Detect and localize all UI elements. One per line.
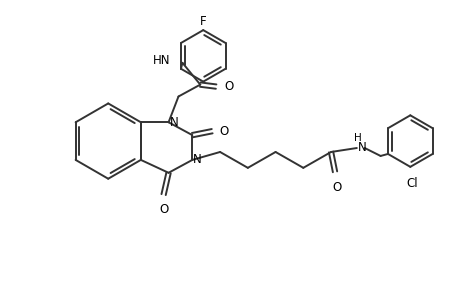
Text: O: O: [159, 202, 168, 215]
Text: O: O: [332, 181, 341, 194]
Text: O: O: [224, 80, 233, 93]
Text: O: O: [218, 125, 228, 138]
Text: N: N: [193, 153, 202, 167]
Text: F: F: [200, 15, 206, 28]
Text: N: N: [169, 116, 178, 129]
Text: Cl: Cl: [406, 177, 417, 190]
Text: HN: HN: [153, 54, 170, 67]
Text: H: H: [353, 133, 361, 143]
Text: N: N: [357, 140, 366, 154]
